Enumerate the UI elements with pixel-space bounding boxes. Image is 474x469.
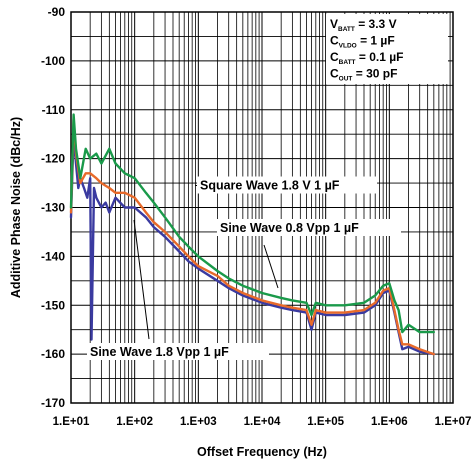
annotation-square-wave-bg bbox=[197, 176, 377, 194]
axis-layer: -90 -100 -110 -120 -130 -140 -150 -160 -170 1.E+0… bbox=[9, 5, 471, 459]
sine18-leader-line bbox=[133, 219, 150, 340]
condition-text: COUT = 30 pF bbox=[330, 67, 397, 83]
series-layer bbox=[69, 113, 435, 356]
x-tick-label: 1.E+05 bbox=[307, 416, 344, 428]
x-tick-label: 1.E+07 bbox=[435, 416, 472, 428]
y-tick-label: -110 bbox=[42, 103, 66, 117]
x-tick-label: 1.E+06 bbox=[371, 416, 408, 428]
annotation-square-wave: Square Wave 1.8 V 1 µF bbox=[200, 179, 340, 193]
y-tick-label: -120 bbox=[41, 152, 65, 166]
y-tick-label: -130 bbox=[41, 201, 65, 215]
series-line bbox=[69, 132, 435, 356]
x-tick-label: 1.E+02 bbox=[116, 416, 153, 428]
condition-text: CBATT = 0.1 µF bbox=[330, 50, 403, 66]
x-tick-label: 1.E+01 bbox=[53, 416, 90, 428]
y-tick-label: -160 bbox=[41, 347, 65, 361]
y-tick-label: -170 bbox=[41, 396, 65, 410]
series-line bbox=[69, 118, 435, 356]
x-tick-label: 1.E+04 bbox=[244, 416, 281, 428]
x-axis-title: Offset Frequency (Hz) bbox=[197, 445, 327, 459]
y-axis-title: Additive Phase Noise (dBc/Hz) bbox=[9, 117, 23, 298]
x-tick-label: 1.E+03 bbox=[180, 416, 217, 428]
condition-text: VBATT = 3.3 V bbox=[330, 17, 397, 33]
annotation-sine-18: Sine Wave 1.8 Vpp 1 µF bbox=[90, 345, 229, 359]
y-tick-label: -100 bbox=[41, 54, 65, 68]
annotation-sine-08-bg bbox=[217, 219, 401, 236]
annotation-sine-08: Sine Wave 0.8 Vpp 1 µF bbox=[220, 221, 359, 235]
conditions-box bbox=[326, 14, 448, 84]
y-tick-label: -140 bbox=[41, 249, 65, 263]
condition-text: CVLDO = 1 µF bbox=[330, 34, 395, 50]
y-tick-label: -150 bbox=[41, 298, 65, 312]
grid-layer bbox=[70, 11, 454, 404]
y-tick-label: -90 bbox=[48, 5, 66, 19]
annotation-sine-18-bg bbox=[87, 343, 269, 360]
sine08-leader-line bbox=[263, 244, 279, 289]
series-line bbox=[69, 113, 435, 334]
